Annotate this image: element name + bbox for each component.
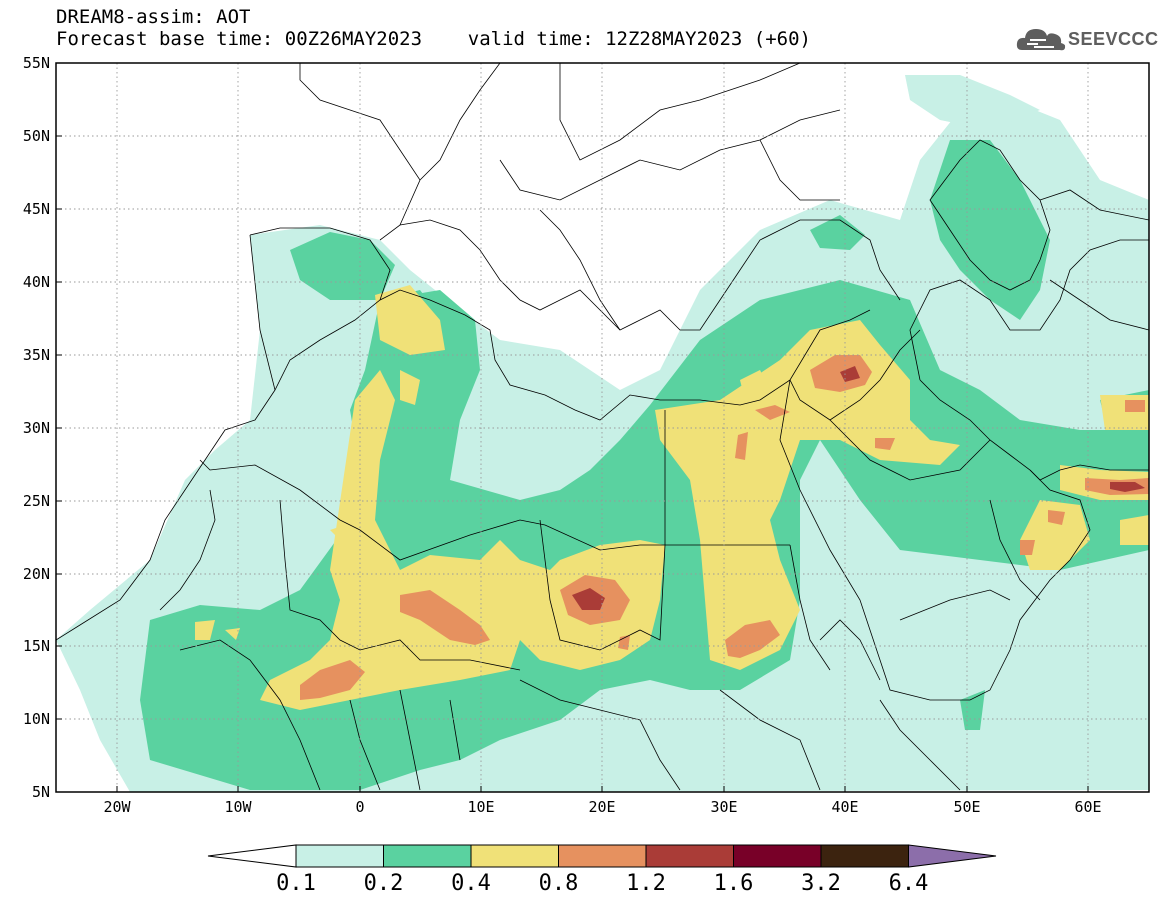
colorbar-legend: 0.1 0.2 0.4 0.8 1.2 1.6 3.2 6.4: [207, 844, 997, 896]
lat-label: 45N: [23, 200, 50, 218]
cloud-logo-icon: [1016, 29, 1066, 51]
legend-label: 0.8: [539, 871, 579, 896]
seevccc-logo: SEEVCCC: [1016, 24, 1158, 54]
legend-label: 3.2: [801, 871, 841, 896]
lat-label: 5N: [32, 783, 50, 801]
lat-label: 25N: [23, 492, 50, 510]
lat-label: 15N: [23, 637, 50, 655]
colorbar-swatch-0.8-1.2: [558, 844, 647, 868]
longitude-labels: 20W 10W 0 10E 20E 30E 40E 50E 60E: [103, 798, 1101, 816]
lat-label: 40N: [23, 273, 50, 291]
gridlines: [56, 63, 1149, 792]
colorbar-swatch-0.1-0.2: [295, 844, 384, 868]
colorbar-swatch-1.6-3.2: [733, 844, 822, 868]
legend-label: 0.2: [364, 871, 404, 896]
aot-level-0.8: [300, 355, 1149, 700]
lon-label: 10W: [224, 798, 252, 816]
legend-label: 1.6: [714, 871, 754, 896]
lon-label: 20E: [588, 798, 615, 816]
latitude-labels: 55N 50N 45N 40N 35N 30N 25N 20N 15N 10N …: [23, 54, 50, 801]
legend-label: 0.4: [451, 871, 491, 896]
lon-label: 0: [355, 798, 364, 816]
colorbar-lower-triangle: [207, 844, 297, 868]
lon-label: 10E: [467, 798, 494, 816]
aot-fields: [56, 75, 1149, 792]
lat-label: 10N: [23, 710, 50, 728]
colorbar-swatch-0.4-0.8: [470, 844, 559, 868]
lat-label: 50N: [23, 127, 50, 145]
chart-title: DREAM8-assim: AOT: [56, 6, 251, 28]
lat-label: 55N: [23, 54, 50, 72]
colorbar-upper-triangle: [908, 844, 997, 868]
colorbar-swatch-3.2-6.4: [820, 844, 909, 868]
coastlines-borders: [56, 63, 1149, 791]
lon-label: 30E: [710, 798, 737, 816]
forecast-times: Forecast base time: 00Z26MAY2023 valid t…: [56, 28, 811, 50]
lat-label: 20N: [23, 565, 50, 583]
lon-label: 40E: [831, 798, 858, 816]
colorbar-swatch-0.2-0.4: [383, 844, 472, 868]
legend-label: 6.4: [889, 871, 929, 896]
lon-label: 60E: [1074, 798, 1101, 816]
lon-label: 20W: [103, 798, 131, 816]
lat-label: 35N: [23, 346, 50, 364]
legend-label: 0.1: [276, 871, 316, 896]
lat-label: 30N: [23, 419, 50, 437]
lon-label: 50E: [953, 798, 980, 816]
aot-level-0.4: [195, 285, 1149, 710]
legend-label: 1.2: [626, 871, 666, 896]
colorbar-swatch-1.2-1.6: [645, 844, 734, 868]
logo-text: SEEVCCC: [1068, 29, 1159, 49]
axis-ticks: [56, 62, 1089, 793]
